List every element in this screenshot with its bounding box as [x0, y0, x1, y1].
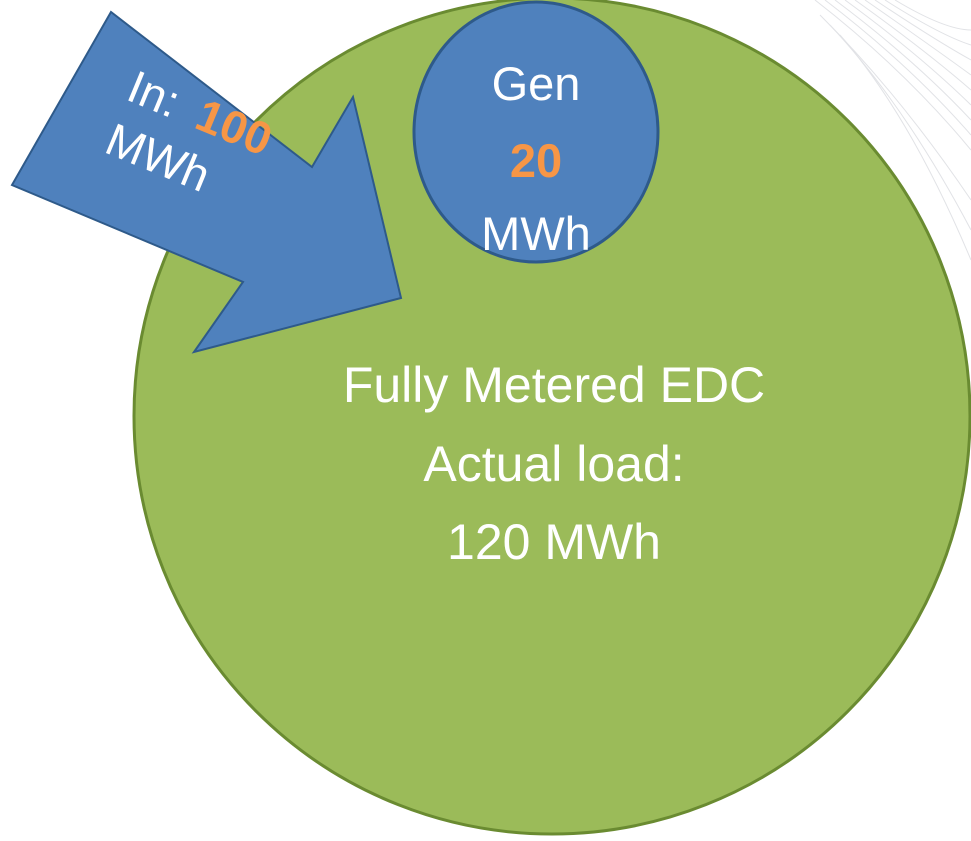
main-label-line2: Actual load: — [423, 436, 684, 492]
input-arrow — [10, 10, 403, 354]
gen-circle — [412, 0, 660, 264]
gen-value: 20 — [510, 134, 562, 187]
gen-label: Gen — [492, 57, 581, 110]
gen-unit: MWh — [481, 207, 591, 260]
main-label-line1: Fully Metered EDC — [343, 357, 765, 413]
decorative-watermark-lines — [814, 0, 971, 261]
main-label-line3: 120 MWh — [447, 514, 661, 570]
